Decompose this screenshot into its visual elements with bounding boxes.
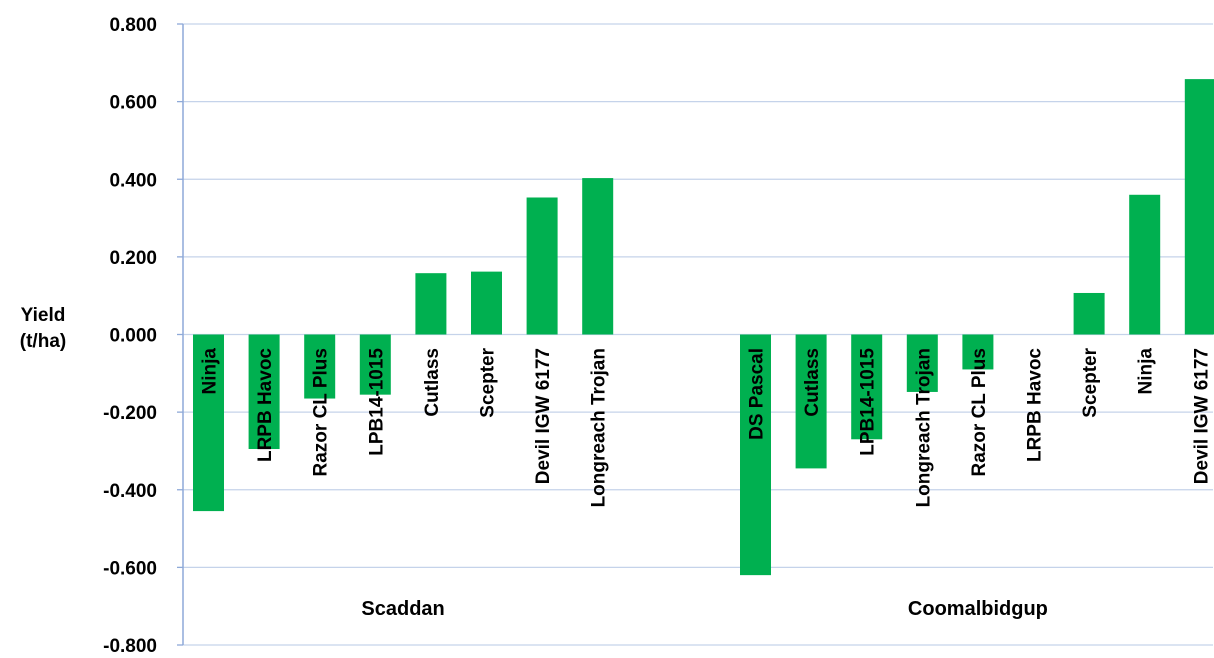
y-tick-label: 0.800 <box>109 15 157 36</box>
y-tick-label: -0.800 <box>103 636 157 657</box>
bar <box>851 334 883 440</box>
category-label: LPB14-1015 <box>366 348 387 456</box>
bar <box>795 334 827 469</box>
bars <box>193 79 1214 576</box>
category-label: Razor CL Plus <box>311 348 332 476</box>
bar <box>962 334 994 370</box>
bar <box>471 271 502 335</box>
bar <box>526 197 558 335</box>
bar <box>1129 194 1161 335</box>
axes <box>177 23 184 646</box>
bar <box>1184 79 1214 335</box>
category-label: Cutlass <box>422 348 443 417</box>
y-tick-label: 0.600 <box>109 93 157 114</box>
category-label: Devil IGW 6177 <box>533 348 554 484</box>
y-tick-label: -0.400 <box>103 481 157 502</box>
category-label: Longreach Trojan <box>589 348 610 507</box>
bar <box>304 334 336 399</box>
group-label: Coomalbidgup <box>908 598 1048 620</box>
y-tick-label: -0.200 <box>103 403 157 424</box>
labels: 0.800 0.600 0.400 0.200 0.000 -0.200 -0.400 -0.… <box>20 15 1213 657</box>
bar <box>582 178 614 335</box>
category-label: Ninja <box>1136 348 1157 395</box>
y-axis-title: (t/ha) <box>20 331 66 352</box>
bar <box>740 334 771 576</box>
category-label: Devil IGW 6177 <box>1191 348 1212 484</box>
bar <box>1073 292 1105 335</box>
bar <box>248 334 280 449</box>
bar <box>193 334 224 512</box>
category-label: Razor CL Plus <box>969 348 990 476</box>
category-label: Cutlass <box>802 348 823 417</box>
category-label: LRPB Havoc <box>1025 348 1046 462</box>
category-label: DS Pascal <box>747 348 768 440</box>
gridlines <box>183 23 1213 646</box>
category-label: Ninja <box>200 348 221 395</box>
y-tick-label: 0.400 <box>109 170 157 191</box>
y-axis-title: Yield <box>21 305 66 326</box>
category-label: Scepter <box>478 347 499 417</box>
bar <box>359 334 391 395</box>
y-tick-label: 0.200 <box>109 248 157 269</box>
category-label: Longreach Trojan <box>913 348 934 507</box>
bar <box>906 334 938 392</box>
y-tick-label: 0.000 <box>109 326 157 347</box>
category-label: LPB14-1015 <box>858 348 879 456</box>
bar <box>415 273 447 335</box>
category-label: Scepter <box>1080 347 1101 417</box>
category-label: LRPB Havoc <box>255 348 276 462</box>
group-label: Scaddan <box>361 598 444 620</box>
y-tick-label: -0.600 <box>103 558 157 579</box>
